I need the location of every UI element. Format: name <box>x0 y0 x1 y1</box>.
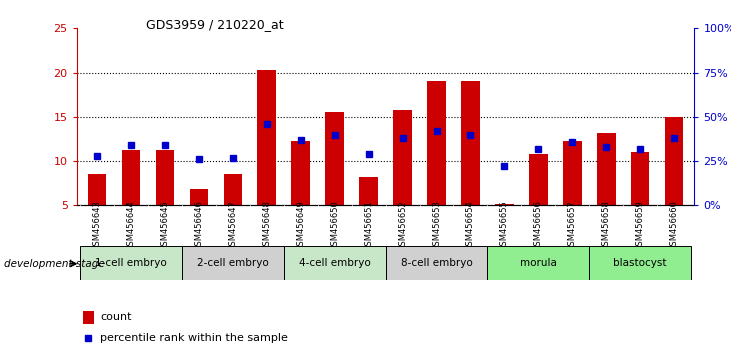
Text: GSM456643: GSM456643 <box>93 200 102 251</box>
Text: 2-cell embryo: 2-cell embryo <box>197 258 269 268</box>
Bar <box>563 141 582 205</box>
Text: blastocyst: blastocyst <box>613 258 667 268</box>
Text: count: count <box>100 312 132 322</box>
Text: GDS3959 / 210220_at: GDS3959 / 210220_at <box>146 18 284 31</box>
Text: 1-cell embryo: 1-cell embryo <box>95 258 167 268</box>
Text: GSM456650: GSM456650 <box>330 200 339 251</box>
Bar <box>156 149 174 205</box>
Text: percentile rank within the sample: percentile rank within the sample <box>100 333 288 343</box>
Text: GSM456648: GSM456648 <box>262 200 271 251</box>
Text: GSM456659: GSM456659 <box>636 200 645 251</box>
Bar <box>488 246 589 280</box>
Text: GSM456658: GSM456658 <box>602 200 610 251</box>
Text: GSM456655: GSM456655 <box>500 200 509 251</box>
Bar <box>182 246 284 280</box>
Text: GSM456651: GSM456651 <box>364 200 373 251</box>
Text: GSM456660: GSM456660 <box>670 200 678 251</box>
Text: GSM456647: GSM456647 <box>228 200 238 251</box>
Bar <box>80 246 182 280</box>
Text: 8-cell embryo: 8-cell embryo <box>401 258 472 268</box>
Text: GSM456653: GSM456653 <box>432 200 441 251</box>
Bar <box>88 175 107 205</box>
Text: GSM456646: GSM456646 <box>194 200 203 251</box>
Text: GSM456657: GSM456657 <box>568 200 577 251</box>
Bar <box>385 246 488 280</box>
Bar <box>122 149 140 205</box>
Text: GSM456656: GSM456656 <box>534 200 543 251</box>
Bar <box>83 311 94 324</box>
Bar <box>495 204 514 205</box>
Text: GSM456649: GSM456649 <box>296 200 306 251</box>
Bar <box>189 188 208 205</box>
Bar <box>393 110 412 205</box>
Bar <box>589 246 691 280</box>
Text: GSM456644: GSM456644 <box>126 200 135 251</box>
Bar <box>325 113 344 205</box>
Text: GSM456654: GSM456654 <box>466 200 475 251</box>
Bar <box>224 175 242 205</box>
Text: development stage: development stage <box>4 259 105 269</box>
Bar <box>597 133 616 205</box>
Bar <box>360 177 378 205</box>
Bar <box>461 81 480 205</box>
Bar <box>631 152 649 205</box>
Bar <box>257 70 276 205</box>
Bar <box>292 141 310 205</box>
Text: GSM456652: GSM456652 <box>398 200 407 251</box>
Text: morula: morula <box>520 258 557 268</box>
Bar <box>284 246 385 280</box>
Bar <box>427 81 446 205</box>
Bar <box>664 117 683 205</box>
Bar <box>529 154 548 205</box>
Text: GSM456645: GSM456645 <box>161 200 170 251</box>
Text: 4-cell embryo: 4-cell embryo <box>299 258 371 268</box>
